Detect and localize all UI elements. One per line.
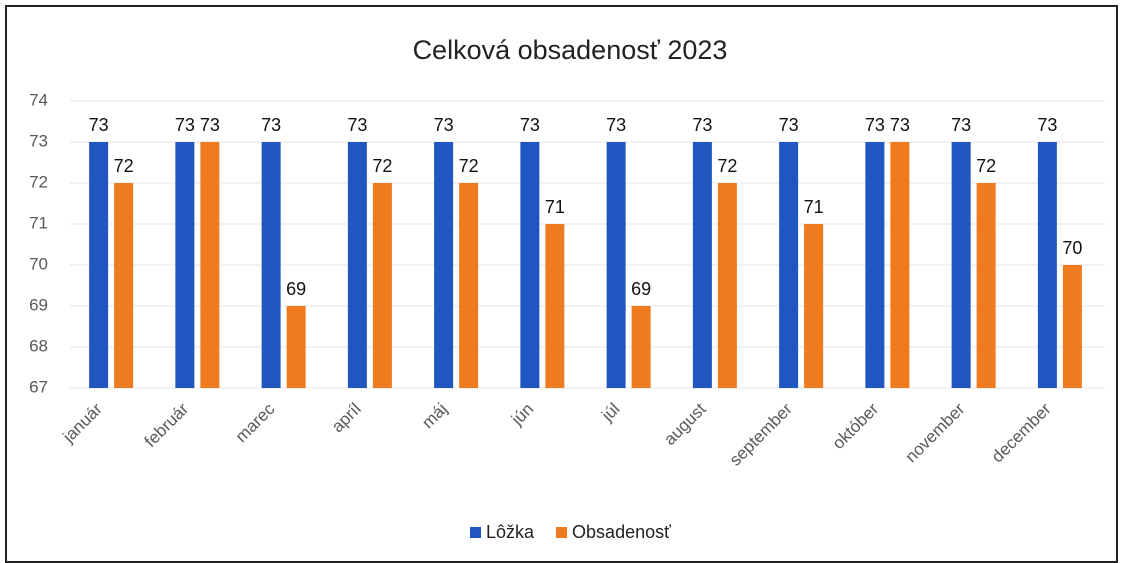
chart-title: Celková obsadenosť 2023 (413, 35, 728, 65)
bar (114, 183, 134, 388)
data-label: 73 (890, 115, 910, 135)
data-label: 73 (779, 115, 799, 135)
y-tick-label: 71 (29, 213, 48, 232)
data-label: 73 (606, 115, 626, 135)
bar (434, 142, 454, 388)
y-tick-label: 68 (29, 336, 48, 355)
data-label: 72 (717, 156, 737, 176)
legend-swatch (556, 527, 568, 538)
bar (1037, 142, 1057, 388)
bar (951, 142, 971, 388)
bar (1062, 265, 1082, 388)
data-label: 73 (261, 115, 281, 135)
bar (372, 183, 392, 388)
data-label: 73 (951, 115, 971, 135)
data-label: 72 (372, 156, 392, 176)
data-label: 73 (175, 115, 195, 135)
y-tick-label: 70 (29, 254, 48, 273)
bar (459, 183, 479, 388)
data-label: 73 (200, 115, 220, 135)
data-label: 72 (114, 156, 134, 176)
y-tick-label: 73 (29, 131, 48, 150)
data-label: 70 (1062, 238, 1082, 258)
data-label: 73 (520, 115, 540, 135)
legend-label: Obsadenosť (572, 522, 671, 542)
bar (717, 183, 737, 388)
bar (200, 142, 220, 388)
legend-label: Lôžka (486, 522, 535, 542)
data-label: 69 (631, 279, 651, 299)
data-label: 73 (1037, 115, 1057, 135)
data-label: 73 (347, 115, 367, 135)
data-label: 72 (459, 156, 479, 176)
bar (890, 142, 910, 388)
bar (804, 224, 824, 388)
bar (976, 183, 996, 388)
bar (779, 142, 799, 388)
y-tick-label: 72 (29, 172, 48, 191)
bar (606, 142, 626, 388)
data-label: 73 (89, 115, 109, 135)
bar (347, 142, 367, 388)
data-label: 73 (865, 115, 885, 135)
bar (286, 306, 306, 388)
data-label: 69 (286, 279, 306, 299)
legend-swatch (470, 527, 481, 538)
bar (261, 142, 281, 388)
y-tick-label: 74 (29, 90, 48, 109)
bar (631, 306, 651, 388)
data-label: 71 (545, 197, 565, 217)
bar (89, 142, 109, 388)
data-label: 73 (692, 115, 712, 135)
bar (865, 142, 885, 388)
y-tick-label: 67 (29, 377, 48, 396)
bar (520, 142, 540, 388)
y-tick-label: 69 (29, 295, 48, 314)
data-label: 71 (804, 197, 824, 217)
bar (175, 142, 195, 388)
data-label: 72 (976, 156, 996, 176)
data-label: 73 (434, 115, 454, 135)
bar (545, 224, 565, 388)
bar (692, 142, 712, 388)
